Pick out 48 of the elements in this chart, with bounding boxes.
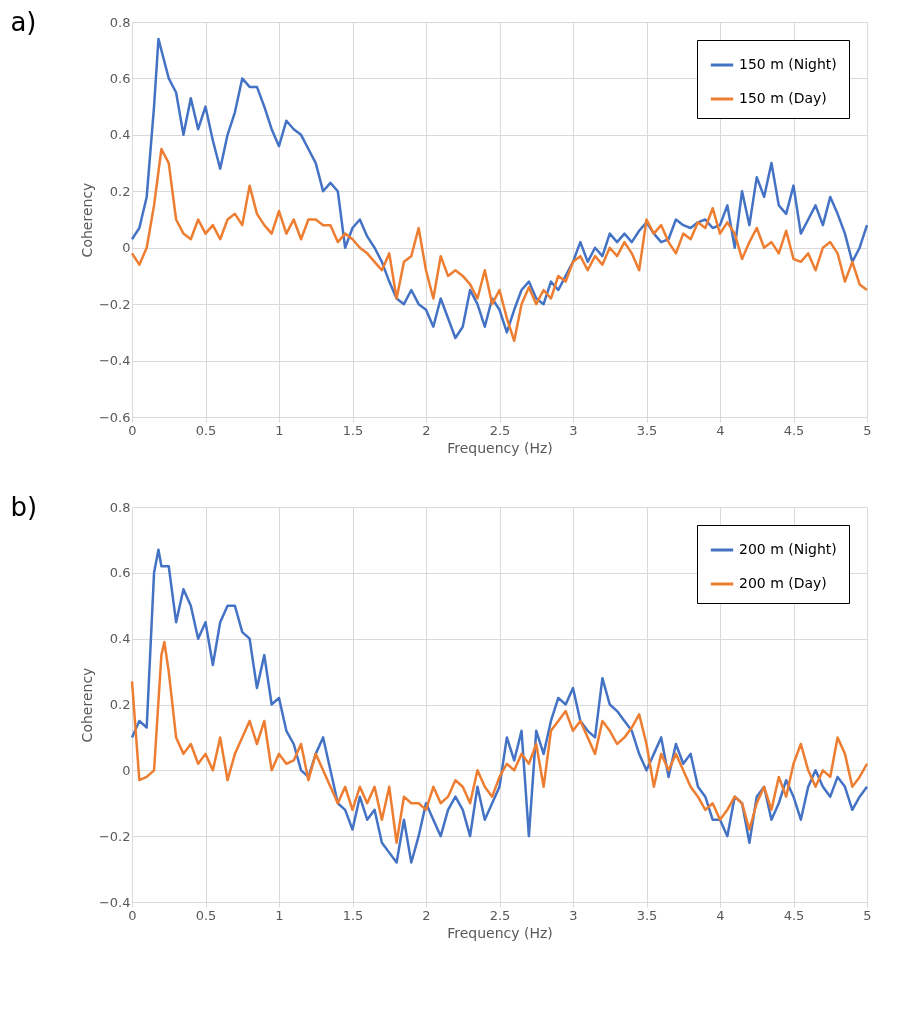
y-tick-label: 0.6 xyxy=(109,565,131,581)
x-tick-label: 0.5 xyxy=(195,907,217,923)
x-tick-label: 4 xyxy=(716,422,725,438)
legend-label: 150 m (Day) xyxy=(739,90,827,106)
y-tick-label: 0.8 xyxy=(109,14,131,30)
line-series xyxy=(130,147,869,343)
x-tick-label: 3.5 xyxy=(636,907,658,923)
x-tick-label: 3 xyxy=(569,907,578,923)
x-tick-label: 3 xyxy=(569,422,578,438)
x-tick-label: 4.5 xyxy=(783,907,805,923)
y-tick-label: 0 xyxy=(122,240,131,256)
x-tick-label: 4.5 xyxy=(783,422,805,438)
y-tick-label: 0.8 xyxy=(109,499,131,515)
y-tick-label: −0.4 xyxy=(98,894,131,910)
x-tick-label: 2 xyxy=(422,907,431,923)
x-tick-label: 1.5 xyxy=(342,422,364,438)
x-tick-label: 1 xyxy=(275,907,284,923)
x-tick-label: 0.5 xyxy=(195,422,217,438)
y-tick-label: 0.4 xyxy=(109,127,131,143)
x-tick-label: 2 xyxy=(422,422,431,438)
chart-title: a) xyxy=(10,7,37,37)
y-tick-label: −0.2 xyxy=(98,828,131,844)
x-tick-label: 3.5 xyxy=(636,422,658,438)
x-tick-label: 2.5 xyxy=(489,422,511,438)
x-tick-label: 5 xyxy=(863,422,872,438)
legend-label: 200 m (Day) xyxy=(739,575,827,591)
x-tick-label: 1 xyxy=(275,422,284,438)
y-tick-label: −0.4 xyxy=(98,353,131,369)
y-tick-label: −0.2 xyxy=(98,296,131,312)
x-tick-label: 2.5 xyxy=(489,907,511,923)
chart-title: b) xyxy=(10,492,38,522)
legend-label: 200 m (Night) xyxy=(739,541,837,557)
y-tick-label: 0 xyxy=(122,762,131,778)
line-series xyxy=(130,37,869,340)
y-tick-label: 0.4 xyxy=(109,631,131,647)
legend-label: 150 m (Night) xyxy=(739,56,837,72)
x-axis-title: Frequency (Hz) xyxy=(447,439,553,456)
y-axis-title: Coherency xyxy=(78,667,95,743)
x-tick-label: 1.5 xyxy=(342,907,364,923)
y-axis-title: Coherency xyxy=(78,182,95,258)
x-tick-label: 4 xyxy=(716,907,725,923)
y-tick-label: −0.6 xyxy=(98,409,131,425)
x-tick-label: 5 xyxy=(863,907,872,923)
y-tick-label: 0.6 xyxy=(109,70,131,86)
y-tick-label: 0.2 xyxy=(109,697,131,712)
x-axis-title: Frequency (Hz) xyxy=(447,924,553,941)
line-series xyxy=(130,640,869,844)
y-tick-label: 0.2 xyxy=(109,183,131,199)
